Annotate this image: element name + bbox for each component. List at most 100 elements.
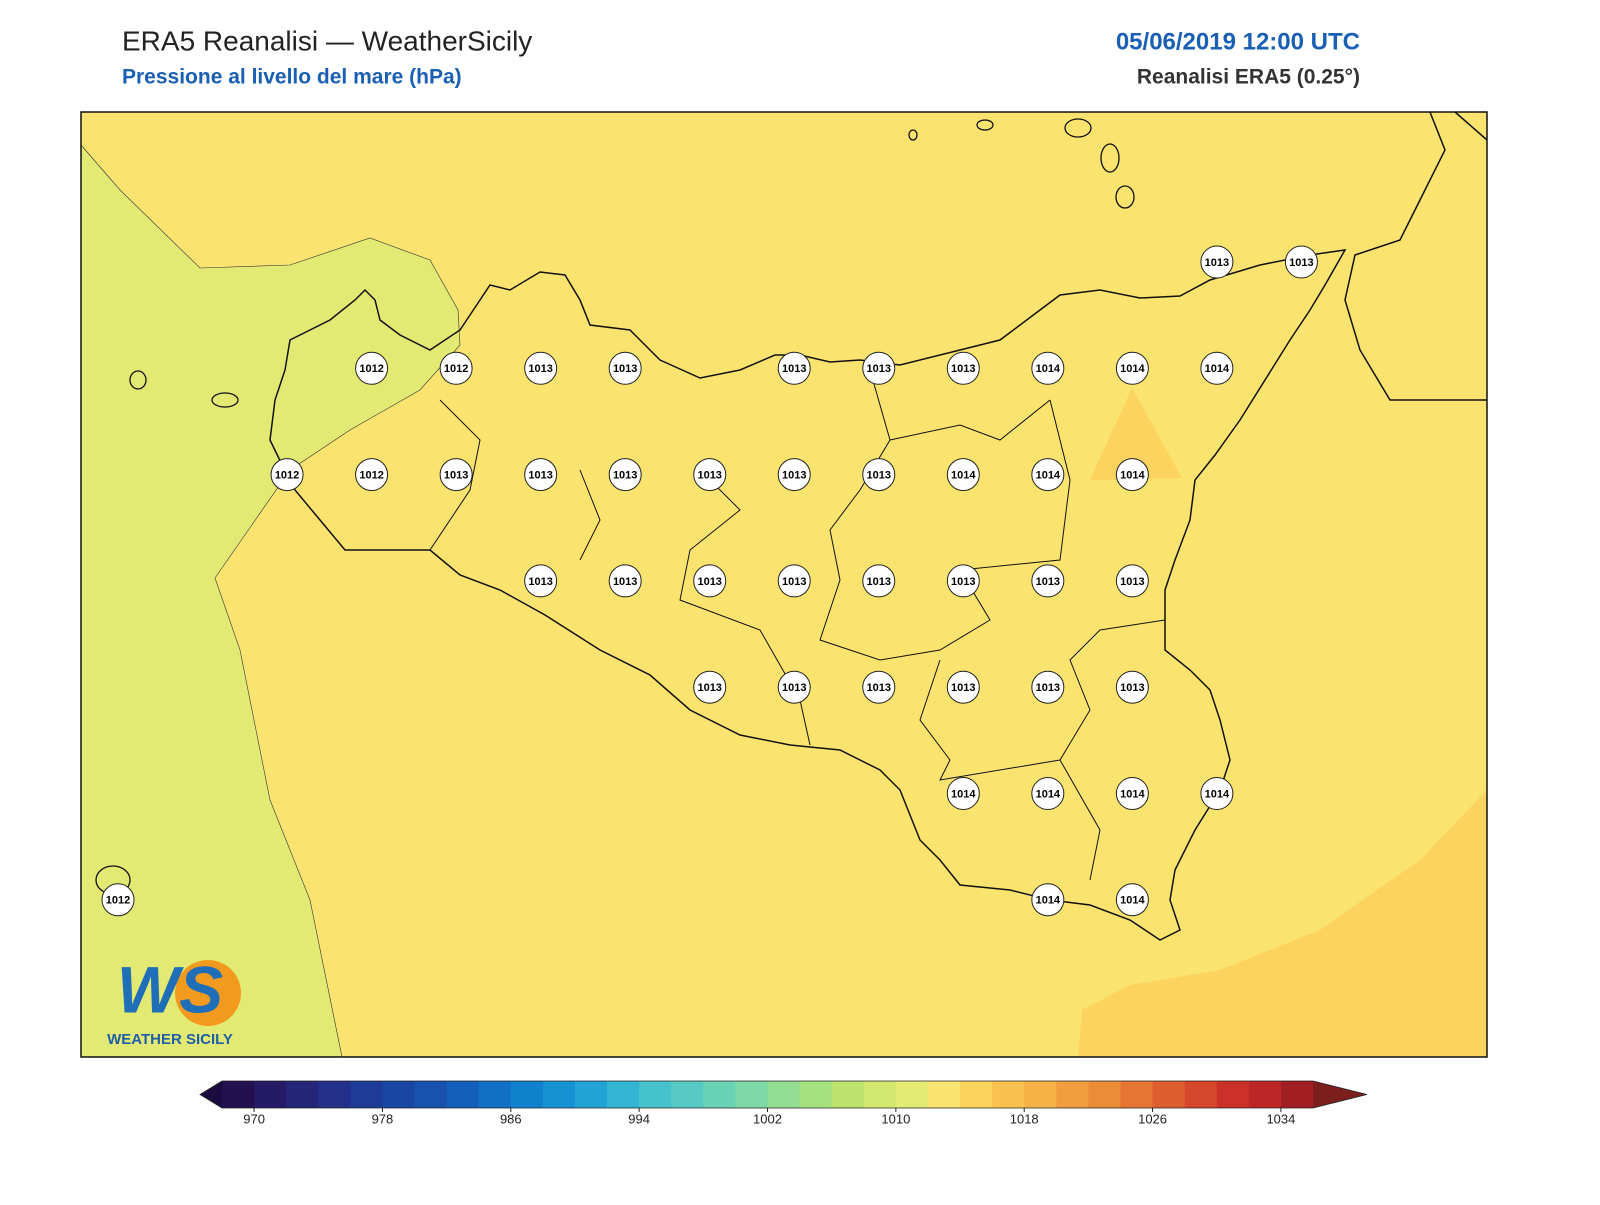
colorbar-segment <box>1152 1081 1186 1108</box>
station-marker <box>1115 883 1149 917</box>
station-marker <box>693 458 727 492</box>
map-frame <box>80 111 1488 1058</box>
station-label: 1014 <box>1036 895 1061 907</box>
colorbar-segment <box>735 1081 768 1108</box>
colorbar-tick-label: 1034 <box>1266 1111 1295 1126</box>
station-marker <box>608 351 642 385</box>
station-marker <box>1115 458 1149 492</box>
logo-name: WEATHER SICILY <box>107 1031 233 1048</box>
islands <box>95 118 1135 895</box>
colorbar-segment <box>286 1081 319 1108</box>
station-label: 1014 <box>951 470 976 482</box>
colorbar-segment <box>992 1081 1025 1108</box>
station-marker <box>101 883 135 917</box>
colorbar-segment <box>831 1081 865 1108</box>
colorbar-segment <box>671 1081 704 1108</box>
station-label: 1013 <box>528 576 552 588</box>
station-label: 1014 <box>1036 788 1061 800</box>
colorbar-segment <box>607 1081 640 1108</box>
station-label: 1013 <box>528 363 552 375</box>
colorbar-segment <box>895 1081 929 1108</box>
colorbar-segment <box>382 1081 416 1108</box>
station-marker <box>355 458 389 492</box>
station-marker <box>1031 564 1065 598</box>
logo-mark: WS <box>117 952 223 1026</box>
colorbar-segment <box>1184 1081 1218 1108</box>
colorbar-tick-label: 986 <box>500 1111 522 1126</box>
station-marker <box>1115 777 1149 810</box>
station-label: 1013 <box>1120 682 1144 694</box>
colorbar-segment <box>1024 1081 1057 1108</box>
colorbar-segment <box>1248 1081 1282 1108</box>
station-label: 1013 <box>951 682 975 694</box>
station-marker <box>862 670 896 704</box>
station-label: 1014 <box>1205 363 1230 375</box>
colorbar-segment <box>799 1081 833 1108</box>
station-label: 1014 <box>1120 470 1145 482</box>
station-marker <box>1031 458 1065 492</box>
station-marker <box>1031 777 1065 810</box>
station-marker <box>1200 351 1234 385</box>
station-label: 1013 <box>1036 682 1060 694</box>
colorbar-segment <box>927 1081 961 1108</box>
station-marker <box>862 351 896 385</box>
station-marker <box>608 564 642 598</box>
station-label: 1012 <box>275 470 299 482</box>
colorbar-segment <box>414 1081 448 1108</box>
station-label: 1013 <box>1036 576 1060 588</box>
station-marker <box>1200 245 1234 279</box>
station-label: 1014 <box>1205 788 1230 800</box>
source: Reanalisi ERA5 (0.25°) <box>1137 66 1360 89</box>
station-marker <box>439 351 473 385</box>
station-label: 1013 <box>1205 257 1229 269</box>
station-label: 1013 <box>782 363 806 375</box>
date: 05/06/2019 12:00 UTC <box>1116 28 1360 55</box>
station-marker <box>777 564 811 598</box>
station-marker <box>946 564 980 598</box>
colorbar-segment <box>510 1081 544 1108</box>
station-label: 1013 <box>1120 576 1144 588</box>
station-label: 1013 <box>867 363 891 375</box>
colorbar-segment <box>1088 1081 1121 1108</box>
coastline <box>269 249 1347 941</box>
logo-sun <box>175 960 241 1026</box>
colorbar-segment <box>767 1081 801 1108</box>
colorbar-tick-label: 970 <box>243 1111 265 1126</box>
pressure-band <box>1078 790 1487 1057</box>
pressure-band <box>1090 388 1182 480</box>
colorbar-tick-label: 1018 <box>1010 1111 1039 1126</box>
colorbar-segment <box>446 1081 480 1108</box>
colorbar-under <box>200 1081 222 1108</box>
station-marker <box>777 351 811 385</box>
station-marker <box>946 351 980 385</box>
colorbar-segment <box>703 1081 736 1108</box>
colorbar-segment <box>542 1081 576 1108</box>
logo: WS WEATHER SICILY <box>107 952 241 1048</box>
colorbar-over <box>1313 1081 1367 1108</box>
station-marker <box>608 458 642 492</box>
station-label: 1013 <box>951 576 975 588</box>
colorbar-segment <box>478 1081 512 1108</box>
station-marker <box>946 458 980 492</box>
station-marker <box>946 670 980 704</box>
station-label: 1013 <box>867 682 891 694</box>
station-label: 1013 <box>782 682 806 694</box>
station-marker <box>862 458 896 492</box>
subtitle: Pressione al livello del mare (hPa) <box>122 66 462 89</box>
station-marker <box>439 458 473 492</box>
colorbar-segment <box>639 1081 672 1108</box>
station-marker <box>946 777 980 810</box>
station-label: 1014 <box>951 788 976 800</box>
station-label: 1013 <box>697 470 721 482</box>
station-marker <box>1031 883 1065 917</box>
station-marker <box>777 670 811 704</box>
province-borders <box>429 369 1166 881</box>
colorbar: 970 978 986 994 1002 1010 1018 1026 1034 <box>199 1080 1368 1126</box>
colorbar-tick-label: 978 <box>372 1111 394 1126</box>
colorbar-segment <box>1056 1081 1089 1108</box>
station-marker <box>1031 670 1065 704</box>
station-label: 1014 <box>1120 895 1145 907</box>
station-label: 1013 <box>697 576 721 588</box>
colorbar-segment <box>254 1081 287 1108</box>
stations: 1013 1013 1012 1012 1013 1013 1013 1013 1013 1014… <box>101 245 1318 917</box>
